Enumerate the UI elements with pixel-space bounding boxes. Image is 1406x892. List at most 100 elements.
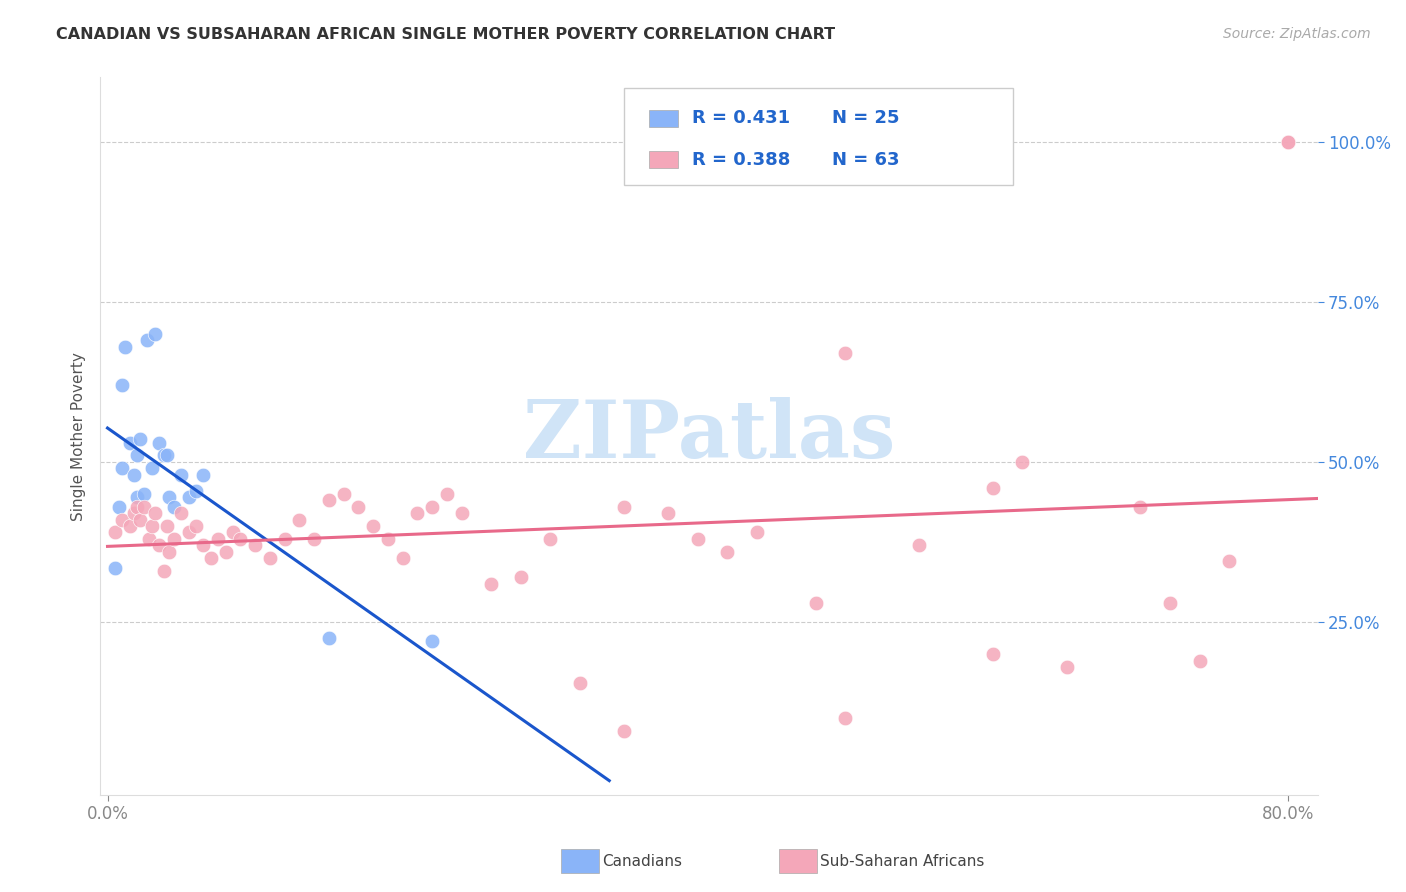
Point bbox=[122, 467, 145, 482]
Point bbox=[302, 532, 325, 546]
Point bbox=[125, 500, 148, 514]
Point bbox=[134, 500, 156, 514]
Point bbox=[143, 506, 166, 520]
Point bbox=[332, 487, 354, 501]
Point bbox=[420, 634, 443, 648]
Text: CANADIAN VS SUBSAHARAN AFRICAN SINGLE MOTHER POVERTY CORRELATION CHART: CANADIAN VS SUBSAHARAN AFRICAN SINGLE MO… bbox=[56, 27, 835, 42]
Point bbox=[193, 538, 215, 552]
Point bbox=[114, 340, 136, 354]
Point bbox=[111, 461, 134, 475]
Point bbox=[391, 551, 413, 566]
Point bbox=[125, 490, 148, 504]
Point bbox=[716, 544, 738, 558]
Point bbox=[318, 493, 340, 508]
Point bbox=[141, 461, 163, 475]
Text: Canadians: Canadians bbox=[602, 855, 682, 869]
Point bbox=[155, 449, 177, 463]
Point bbox=[229, 532, 252, 546]
Point bbox=[686, 532, 709, 546]
Point bbox=[136, 333, 159, 347]
Point bbox=[122, 506, 145, 520]
Point bbox=[1277, 135, 1299, 149]
Point bbox=[273, 532, 295, 546]
Point bbox=[568, 676, 591, 690]
Point bbox=[163, 532, 186, 546]
Point bbox=[148, 538, 170, 552]
Point bbox=[163, 500, 186, 514]
Point bbox=[981, 481, 1004, 495]
Point bbox=[138, 532, 160, 546]
FancyBboxPatch shape bbox=[650, 110, 679, 127]
Point bbox=[908, 538, 931, 552]
Point bbox=[170, 467, 193, 482]
Point bbox=[420, 500, 443, 514]
Point bbox=[125, 449, 148, 463]
FancyBboxPatch shape bbox=[650, 151, 679, 169]
Point bbox=[143, 326, 166, 341]
Point bbox=[184, 519, 207, 533]
Point bbox=[745, 525, 768, 540]
Point bbox=[129, 433, 152, 447]
Text: Sub-Saharan Africans: Sub-Saharan Africans bbox=[820, 855, 984, 869]
Point bbox=[141, 519, 163, 533]
Point bbox=[152, 564, 174, 578]
Text: Source: ZipAtlas.com: Source: ZipAtlas.com bbox=[1223, 27, 1371, 41]
Point bbox=[134, 487, 156, 501]
Point bbox=[170, 506, 193, 520]
Point bbox=[1011, 455, 1033, 469]
Point bbox=[200, 551, 222, 566]
Point bbox=[214, 544, 236, 558]
Point bbox=[538, 532, 561, 546]
Text: ZIPatlas: ZIPatlas bbox=[523, 397, 896, 475]
Point bbox=[193, 467, 215, 482]
Point bbox=[657, 506, 679, 520]
Point bbox=[243, 538, 266, 552]
Point bbox=[108, 500, 131, 514]
Point bbox=[177, 525, 200, 540]
Point bbox=[111, 512, 134, 526]
Y-axis label: Single Mother Poverty: Single Mother Poverty bbox=[72, 351, 86, 521]
Point bbox=[1277, 135, 1299, 149]
Point bbox=[1218, 554, 1240, 568]
Text: N = 25: N = 25 bbox=[832, 110, 900, 128]
Text: R = 0.431: R = 0.431 bbox=[692, 110, 790, 128]
Point bbox=[347, 500, 370, 514]
Point bbox=[159, 544, 181, 558]
Point bbox=[118, 519, 141, 533]
Point bbox=[318, 631, 340, 645]
FancyBboxPatch shape bbox=[624, 88, 1014, 185]
Point bbox=[148, 435, 170, 450]
Point bbox=[981, 647, 1004, 661]
Point bbox=[207, 532, 229, 546]
Text: N = 63: N = 63 bbox=[832, 151, 900, 169]
Point bbox=[288, 512, 311, 526]
Point bbox=[1188, 653, 1211, 667]
Point bbox=[834, 346, 856, 360]
Point bbox=[509, 570, 531, 584]
Point bbox=[450, 506, 472, 520]
Point bbox=[177, 490, 200, 504]
Point bbox=[159, 490, 181, 504]
Point bbox=[152, 449, 174, 463]
Point bbox=[613, 723, 636, 738]
Point bbox=[104, 560, 127, 574]
Point bbox=[406, 506, 429, 520]
Point bbox=[834, 711, 856, 725]
Point bbox=[129, 512, 152, 526]
Point bbox=[259, 551, 281, 566]
Point bbox=[155, 519, 177, 533]
Point bbox=[1056, 660, 1078, 674]
Point bbox=[804, 596, 827, 610]
Point bbox=[104, 525, 127, 540]
Text: R = 0.388: R = 0.388 bbox=[692, 151, 790, 169]
Point bbox=[118, 435, 141, 450]
Point bbox=[111, 378, 134, 392]
Point bbox=[479, 576, 502, 591]
Point bbox=[184, 483, 207, 498]
Point bbox=[377, 532, 399, 546]
Point bbox=[1129, 500, 1152, 514]
Point bbox=[361, 519, 384, 533]
Point bbox=[222, 525, 245, 540]
Point bbox=[1159, 596, 1181, 610]
Point bbox=[613, 500, 636, 514]
